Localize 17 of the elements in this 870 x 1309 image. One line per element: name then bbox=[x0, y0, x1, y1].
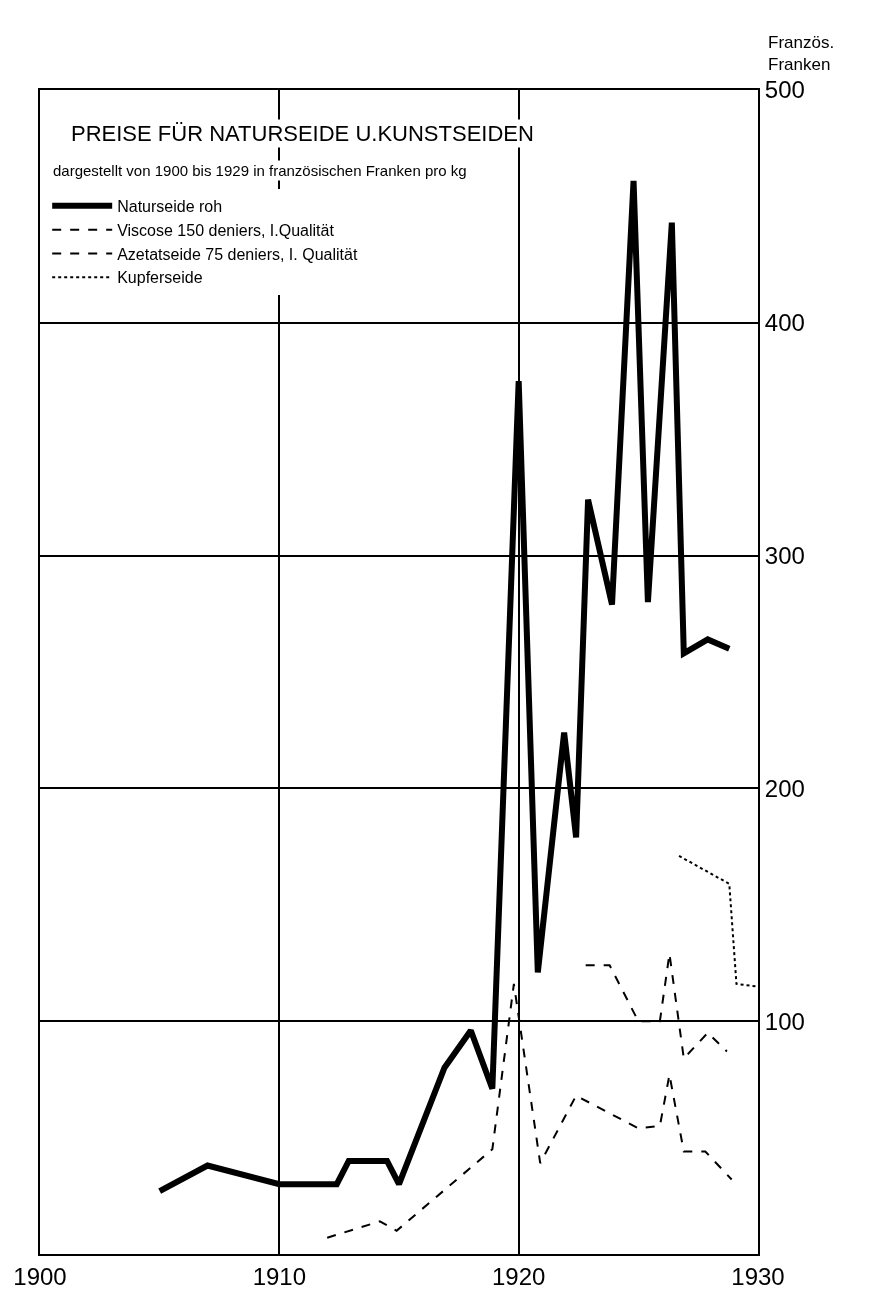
legend-label: Azetatseide 75 deniers, I. Qualität bbox=[117, 245, 358, 263]
legend-label: Naturseide roh bbox=[117, 198, 223, 216]
y-axis-title: Französ. Franken bbox=[768, 33, 835, 75]
x-tick-label: 1900 bbox=[13, 1262, 67, 1290]
text: dargestellt von 1900 bis 1929 in französischen Franken pro kg bbox=[53, 162, 467, 179]
x-tick-label: 1920 bbox=[491, 1262, 546, 1290]
x-tick-label: 1930 bbox=[731, 1262, 785, 1290]
y-tick-label: 100 bbox=[764, 1007, 805, 1035]
legend-label: Viscose 150 deniers, I.Qualität bbox=[117, 221, 335, 239]
line-series bbox=[678, 854, 757, 988]
y-tick-label: 300 bbox=[764, 542, 805, 569]
legend-label: Kupferseide bbox=[117, 269, 203, 287]
text: PREISE FÜR NATURSEIDE U.KUNSTSEIDEN bbox=[71, 121, 534, 146]
y-tick-label: 500 bbox=[764, 76, 805, 104]
y-tick-label: 200 bbox=[764, 774, 805, 802]
x-tick-label: 1910 bbox=[252, 1262, 307, 1290]
y-tick-label: 400 bbox=[764, 309, 805, 337]
